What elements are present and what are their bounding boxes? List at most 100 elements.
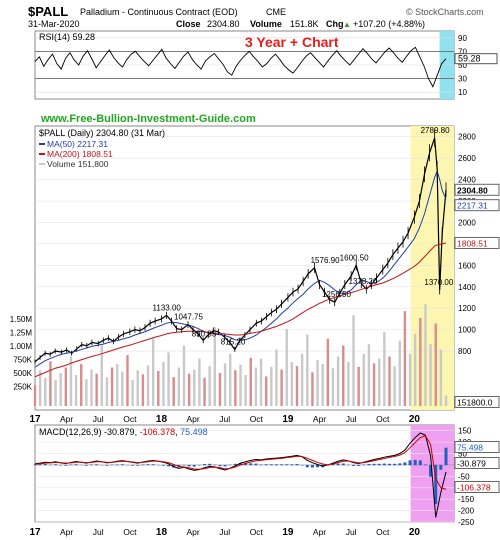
volume-bar — [444, 395, 448, 406]
macd-last-label: 75.498 — [457, 443, 483, 453]
x-tick-label: Jul — [346, 414, 357, 424]
macd-tick-label: 150 — [458, 427, 472, 436]
macd-last-tag — [454, 457, 500, 469]
macd-legend-sep: , — [135, 427, 140, 437]
macd-histogram-bar — [54, 464, 58, 466]
volume-bar — [193, 369, 196, 406]
volume-bar — [439, 349, 443, 406]
volume-bar — [146, 365, 150, 406]
macd-tick-label: -50 — [458, 472, 470, 481]
macd-histogram-bar — [136, 464, 140, 466]
price-annotation: 1370.00 — [424, 278, 453, 287]
macd-histogram-bar — [305, 464, 309, 468]
last-value-tag — [454, 183, 500, 196]
volume-bar — [85, 379, 88, 406]
volume-bar — [182, 345, 186, 406]
volume-bar — [331, 368, 335, 406]
macd-histogram-bar — [341, 463, 345, 466]
legend-entry: MA(200) 1808.51 — [47, 149, 113, 159]
macd-histogram-bar — [151, 464, 155, 466]
volume-bar — [234, 370, 237, 406]
volume-bar — [383, 331, 386, 406]
macd-legend-label: MACD(12,26,9) — [39, 427, 104, 437]
volume-tick-label: 1.50M — [10, 315, 33, 324]
volume-bar — [187, 373, 191, 406]
macd-histogram-bar — [192, 464, 196, 467]
x-tick-label: 19 — [282, 527, 294, 538]
volume-bar — [290, 362, 294, 406]
price-tick-label: 1000 — [458, 326, 476, 335]
volume-bar — [74, 375, 78, 406]
volume-bar — [105, 377, 109, 406]
macd-histogram-bar — [208, 463, 212, 466]
macd-histogram-bar — [120, 464, 124, 466]
x-tick-label: Jul — [219, 414, 230, 424]
volume-bar — [80, 364, 83, 406]
x-axis-price: 17 Apr Jul Oct 18 Apr Jul Oct 19 Apr Jul Oct 20 — [29, 414, 420, 425]
volume-bar — [162, 362, 165, 406]
macd-frame — [34, 424, 455, 523]
macd-histogram-bar — [352, 464, 356, 466]
macd-histogram-bar — [434, 464, 438, 505]
macd-histogram-bar — [84, 464, 88, 466]
x-tick-label: 17 — [29, 527, 41, 538]
macd-histogram-bar — [146, 464, 150, 466]
price-tick-label: 800 — [458, 347, 472, 356]
last-value-tag — [454, 236, 500, 249]
chg-value: +107.20 (+4.88%) — [353, 19, 425, 29]
macd-series-signal — [34, 435, 447, 490]
volume-value: 151.8K — [290, 19, 319, 29]
volume-bar — [270, 366, 273, 406]
last-value-label: 1808.51 — [457, 238, 488, 248]
x-tick-label: Apr — [60, 527, 73, 537]
rsi-last-box — [454, 53, 498, 65]
macd-histogram-bar — [69, 464, 73, 466]
volume-bar — [429, 344, 432, 406]
last-value-label: 2217.31 — [457, 201, 488, 211]
volume-bar — [347, 362, 350, 406]
macd-histogram-bar — [413, 459, 417, 466]
volume-bar — [336, 356, 340, 406]
rsi-tick-label: 50 — [458, 61, 467, 70]
macd-histogram-bar — [259, 464, 263, 466]
x-tick-label: Oct — [123, 527, 137, 537]
macd-histogram-bar — [167, 464, 171, 467]
chg-arrow-icon: ▲ — [343, 20, 351, 29]
macd-histogram-bar — [403, 462, 407, 466]
macd-histogram-bar — [218, 464, 222, 467]
volume-bar — [285, 329, 288, 406]
close-value: 2304.80 — [207, 19, 240, 29]
macd-histogram-bar — [393, 463, 397, 466]
volume-label: Volume — [250, 19, 282, 29]
price-annotation: 1600.50 — [340, 253, 369, 262]
volume-bar — [264, 376, 268, 406]
x-tick-label: 19 — [282, 414, 294, 425]
macd-histogram-bar — [264, 464, 268, 466]
macd-histogram-bar — [423, 464, 427, 466]
macd-histogram-bar — [444, 447, 448, 466]
macd-histogram-bar — [223, 464, 227, 467]
macd-legend-macd: -30.879 — [104, 427, 135, 437]
macd-histogram-bar — [74, 464, 78, 466]
price-annotation: 1576.90 — [311, 256, 340, 265]
volume-tick-label: 1.25M — [10, 329, 33, 338]
price-tick-label: 1400 — [458, 283, 476, 292]
volume-bar — [362, 353, 365, 406]
rsi-line — [34, 46, 447, 88]
macd-histogram-bar — [269, 464, 273, 466]
macd-histogram-bar — [249, 463, 253, 466]
x-tick-label: 18 — [156, 527, 168, 538]
rsi-tick-label: 70 — [458, 47, 467, 56]
macd-histogram-bar — [90, 464, 94, 466]
macd-histogram-bar — [398, 463, 402, 466]
price-tick-label: 1600 — [458, 261, 476, 270]
volume-bar — [64, 367, 68, 406]
price-annotation: 1256.50 — [322, 290, 351, 299]
volume-tick-label: 500K — [13, 369, 32, 378]
price-tick-label: 2400 — [458, 176, 476, 185]
macd-histogram-bar — [213, 464, 217, 466]
price-tick-label: 2600 — [458, 154, 476, 163]
volume-bar — [49, 361, 52, 406]
chart-annotation: 3 Year + Chart — [245, 34, 339, 50]
